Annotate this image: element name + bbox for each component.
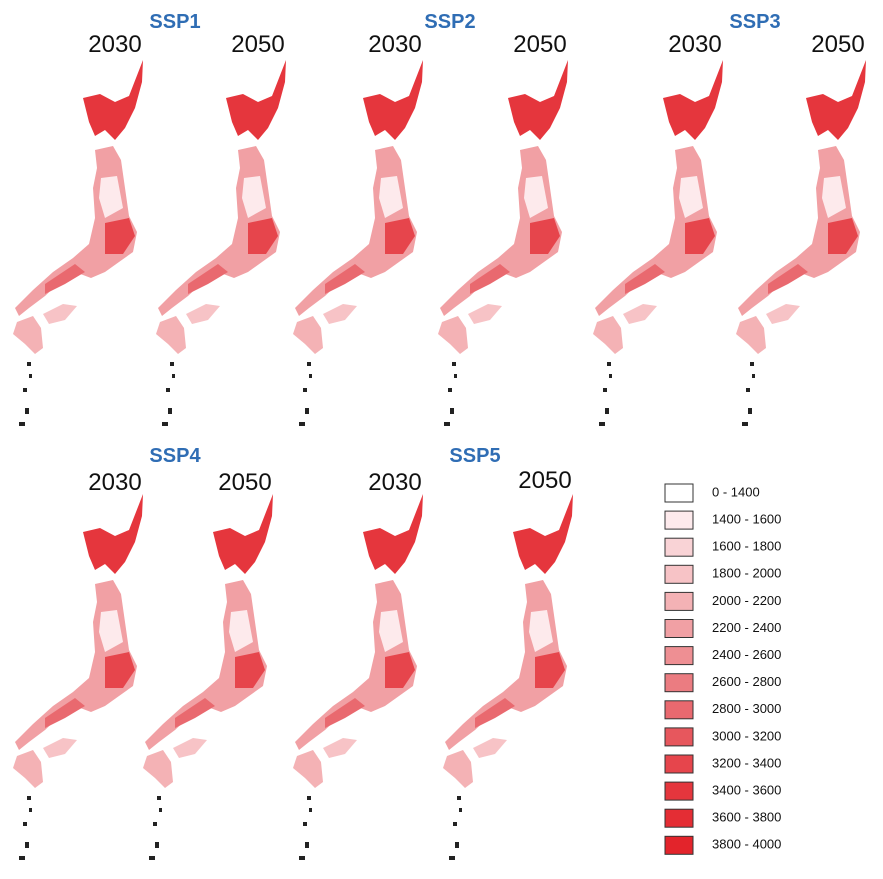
japan-map	[438, 60, 568, 426]
legend-label: 1800 - 2000	[712, 566, 781, 581]
legend-label: 3600 - 3800	[712, 810, 781, 825]
year-label: 2050	[218, 469, 271, 496]
map	[293, 60, 423, 426]
legend-label: 2200 - 2400	[712, 620, 781, 635]
legend-swatch	[665, 538, 693, 556]
scenario-label: SSP2	[424, 11, 475, 33]
map	[593, 60, 723, 426]
year-label: 2050	[518, 467, 571, 494]
scenario-label: SSP1	[149, 11, 200, 33]
legend-label: 2000 - 2200	[712, 593, 781, 608]
legend-swatch	[665, 674, 693, 692]
legend-swatch	[665, 511, 693, 529]
year-label: 2050	[811, 31, 864, 58]
japan-map	[293, 494, 423, 860]
year-label: 2050	[513, 31, 566, 58]
legend-swatch	[665, 836, 693, 854]
figure: SSP120302050SSP220302050SSP320302050SSP4…	[0, 0, 883, 879]
year-label: 2030	[668, 31, 721, 58]
legend-label: 1400 - 1600	[712, 512, 781, 527]
scenario-label: SSP3	[729, 11, 780, 33]
map	[143, 494, 273, 860]
legend-label: 2800 - 3000	[712, 701, 781, 716]
japan-map	[143, 494, 273, 860]
legend-swatch	[665, 755, 693, 773]
legend-swatch	[665, 809, 693, 827]
legend-swatch	[665, 647, 693, 665]
japan-map	[13, 60, 143, 426]
legend-swatch	[665, 620, 693, 638]
map	[736, 60, 866, 426]
legend-label: 3200 - 3400	[712, 755, 781, 770]
legend-label: 2400 - 2600	[712, 647, 781, 662]
legend-label: 3400 - 3600	[712, 783, 781, 798]
legend-swatch	[665, 484, 693, 502]
japan-map	[293, 60, 423, 426]
japan-map	[593, 60, 723, 426]
japan-map	[443, 494, 573, 860]
map	[443, 494, 573, 860]
scenario-label: SSP4	[149, 445, 201, 467]
map	[293, 494, 423, 860]
year-label: 2050	[231, 31, 284, 58]
legend-swatch	[665, 701, 693, 719]
legend-label: 0 - 1400	[712, 484, 760, 499]
legend-label: 1600 - 1800	[712, 539, 781, 554]
japan-map	[736, 60, 866, 426]
year-label: 2030	[88, 469, 141, 496]
legend-swatch	[665, 782, 693, 800]
year-label: 2030	[88, 31, 141, 58]
map	[438, 60, 568, 426]
map	[156, 60, 286, 426]
japan-map	[13, 494, 143, 860]
year-label: 2030	[368, 469, 421, 496]
scenario-label: SSP5	[449, 445, 500, 467]
map	[13, 60, 143, 426]
legend-swatch	[665, 565, 693, 583]
japan-map	[156, 60, 286, 426]
year-label: 2030	[368, 31, 421, 58]
legend-swatch	[665, 592, 693, 610]
map	[13, 494, 143, 860]
legend-swatch	[665, 728, 693, 746]
legend-label: 2600 - 2800	[712, 674, 781, 689]
legend-label: 3000 - 3200	[712, 728, 781, 743]
legend-label: 3800 - 4000	[712, 837, 781, 852]
